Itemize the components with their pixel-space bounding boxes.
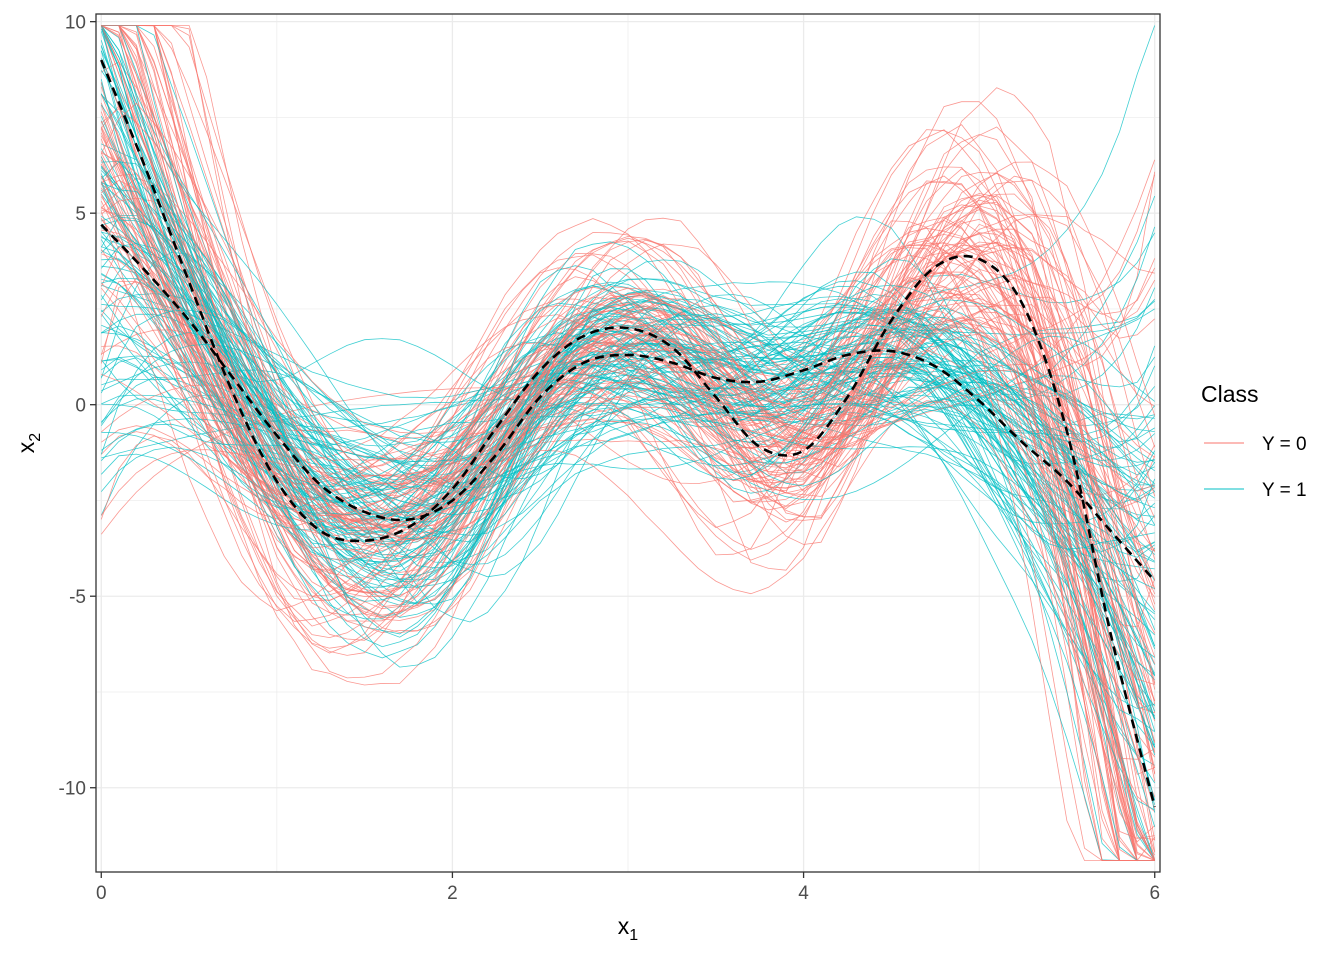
y-tick-label: 0	[75, 396, 86, 417]
class-1-curve	[101, 379, 1155, 570]
class-1-curve	[101, 309, 1156, 544]
class-0-curve	[101, 25, 1156, 485]
legend: Class Y = 0 Y = 1	[1201, 381, 1307, 501]
class-0-curve	[100, 121, 1155, 861]
class-1-curve	[100, 63, 1156, 546]
y-tick-label: -5	[69, 587, 86, 608]
class-0-curve	[100, 111, 1156, 509]
class-0-curve	[101, 25, 1155, 861]
legend-title: Class	[1201, 381, 1259, 407]
class-0-mean-curve	[100, 59, 1156, 808]
class-0-curve	[101, 25, 1155, 861]
class-0-curve	[100, 102, 1156, 684]
x-axis-title-main: x	[618, 913, 630, 939]
class-0-curve	[100, 81, 1156, 598]
class-mean-curves	[100, 59, 1156, 808]
class-0-curve	[101, 25, 1156, 541]
class-0-curve	[100, 128, 1156, 701]
class-0-curve	[100, 86, 1155, 843]
class-0-curve	[100, 196, 1155, 861]
class-1-curve	[100, 25, 1155, 569]
y-tick-label: 10	[65, 13, 86, 34]
class-0-curve	[101, 25, 1156, 527]
y-tick-label: -10	[59, 779, 86, 800]
class-0-curve	[100, 241, 1156, 539]
class-1-curve	[100, 93, 1155, 485]
x-tick-label: 2	[447, 883, 458, 904]
class-0-curve	[100, 193, 1155, 861]
class-0-curve	[100, 25, 1155, 861]
class-1-curve	[101, 25, 1156, 447]
class-1-curve	[101, 182, 1155, 668]
class-1-curve	[101, 277, 1156, 748]
class-0-curve	[101, 177, 1155, 434]
y-axis-title: x2	[13, 433, 44, 454]
class-0-curve	[100, 182, 1155, 685]
x-axis-title: x1	[618, 913, 639, 944]
legend-label: Y = 0	[1262, 434, 1307, 455]
class-0-curve	[100, 138, 1155, 861]
class-1-curve	[101, 219, 1156, 813]
class-1-curve	[100, 167, 1156, 491]
class-1-curve	[100, 104, 1156, 647]
legend-entries: Y = 0 Y = 1	[1204, 434, 1307, 501]
class-1-curve	[100, 243, 1156, 613]
class-0-curve	[101, 25, 1156, 861]
panel-border	[95, 13, 1161, 873]
class-0-curve	[101, 251, 1155, 861]
y-tick-label: 5	[75, 204, 86, 225]
x-axis-title-subscript: 1	[629, 927, 638, 944]
class-1-curve	[101, 183, 1155, 606]
y-axis-title-main: x	[13, 441, 39, 453]
class-0-curve	[100, 94, 1155, 861]
axis-ticks: 0 2 4 6 -10 -5 0 5 10	[59, 13, 1160, 904]
class-1-curve	[101, 398, 1155, 590]
class-0-curve	[101, 304, 1155, 861]
class-0-curve	[100, 176, 1155, 861]
legend-label: Y = 1	[1262, 480, 1307, 501]
class-0-curve	[100, 127, 1155, 714]
class-1-curve	[100, 284, 1156, 756]
sample-curves	[100, 25, 1156, 862]
class-0-curve	[101, 108, 1156, 782]
class-0-curve	[101, 25, 1156, 560]
y-axis-title-subscript: 2	[27, 433, 44, 442]
class-1-curve	[100, 25, 1155, 551]
class-0-curve	[100, 200, 1155, 523]
x-tick-label: 6	[1149, 883, 1160, 904]
class-0-curve	[100, 363, 1156, 602]
class-1-curve	[100, 309, 1155, 516]
class-0-curve	[101, 25, 1155, 813]
class-1-curve	[100, 79, 1155, 501]
class-0-curve	[100, 126, 1155, 861]
class-0-curve	[101, 229, 1156, 665]
class-0-curve	[101, 25, 1155, 861]
class-1-curve	[100, 25, 1156, 526]
class-1-curve	[101, 324, 1155, 520]
class-1-curve	[100, 25, 1156, 861]
class-1-curve	[100, 379, 1155, 558]
x-tick-label: 4	[798, 883, 809, 904]
class-0-curve	[101, 206, 1156, 685]
class-1-curve	[101, 303, 1156, 638]
x-tick-label: 0	[96, 883, 107, 904]
class-0-curve	[101, 25, 1156, 841]
class-1-curve	[101, 160, 1156, 631]
class-1-curve	[101, 332, 1156, 712]
class-1-mean-curve	[100, 223, 1156, 582]
